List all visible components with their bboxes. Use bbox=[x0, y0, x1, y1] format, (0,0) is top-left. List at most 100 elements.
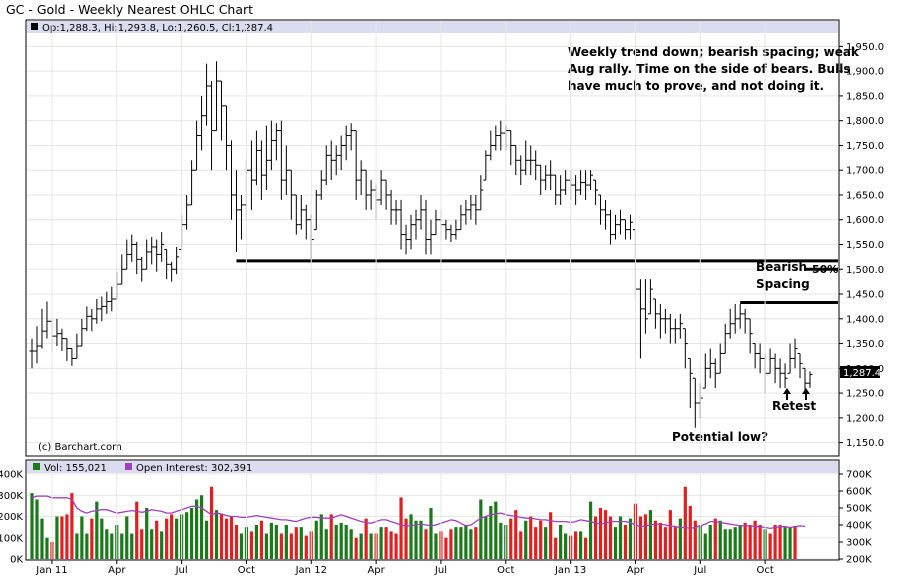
ohlc-bar bbox=[398, 199, 404, 250]
ohlc-bar bbox=[119, 254, 125, 285]
volume-bar bbox=[379, 527, 383, 559]
volume-bar bbox=[434, 533, 438, 559]
volume-bar bbox=[464, 525, 468, 559]
ohlc-bar bbox=[732, 303, 738, 334]
volume-bar bbox=[623, 525, 628, 559]
price-tick-label: 1,900.0 bbox=[846, 67, 884, 78]
price-tick-label: 1,400.0 bbox=[846, 314, 884, 325]
volume-bar bbox=[708, 525, 712, 559]
oi-legend-swatch bbox=[125, 463, 132, 470]
volume-bar bbox=[668, 510, 672, 559]
x-tick-label: Oct bbox=[756, 565, 773, 576]
x-tick-label: Oct bbox=[238, 565, 255, 576]
ohlc-bar bbox=[144, 239, 150, 270]
ohlc-bar bbox=[622, 219, 628, 240]
ohlc-bar bbox=[109, 286, 115, 312]
ohlc-bar bbox=[787, 343, 793, 374]
volume-bar bbox=[60, 516, 64, 559]
ohlc-bar bbox=[418, 194, 424, 230]
volume-bar bbox=[489, 505, 493, 559]
oi-tick-label: 500K bbox=[846, 504, 872, 515]
ohlc-bar bbox=[318, 170, 324, 200]
x-tick-label: Jan 12 bbox=[295, 565, 327, 576]
oi-tick-label: 700K bbox=[846, 470, 872, 481]
volume-bar bbox=[683, 486, 687, 559]
x-tick-label: Jan 11 bbox=[35, 565, 67, 576]
ohlc-bar bbox=[558, 175, 564, 205]
volume-bar bbox=[209, 486, 214, 559]
ohlc-bar bbox=[553, 174, 559, 205]
volume-y-axis: 0K 100K 200K 300K 400K bbox=[0, 470, 23, 566]
ohlc-bar bbox=[104, 291, 110, 314]
ohlc-bar bbox=[448, 224, 454, 243]
volume-bar bbox=[564, 533, 568, 559]
x-tick-label: Oct bbox=[497, 565, 514, 576]
ohlc-bar bbox=[508, 130, 514, 166]
volume-bar bbox=[214, 510, 219, 559]
volume-bar bbox=[783, 527, 787, 559]
volume-bar bbox=[30, 493, 34, 559]
retest-arrow-icon bbox=[802, 388, 810, 400]
volume-bar bbox=[578, 531, 583, 559]
volume-bar bbox=[229, 516, 234, 559]
volume-bar bbox=[598, 508, 603, 559]
volume-bar bbox=[618, 516, 623, 559]
volume-bar bbox=[544, 527, 548, 559]
volume-bar bbox=[688, 505, 692, 559]
ohlc-bar bbox=[214, 61, 220, 132]
ohlc-bar bbox=[578, 170, 584, 195]
ohlc-bar bbox=[99, 296, 105, 322]
x-tick-label: Jan 13 bbox=[554, 565, 586, 576]
price-tick-label: 1,750.0 bbox=[846, 141, 884, 152]
volume-bar bbox=[419, 520, 423, 559]
volume-bar bbox=[429, 508, 433, 559]
volume-bar bbox=[45, 537, 49, 559]
volume-bar bbox=[613, 527, 618, 559]
volume-bar bbox=[90, 518, 94, 559]
price-tick-label: 1,350.0 bbox=[846, 339, 884, 350]
price-tick-label: 1,700.0 bbox=[846, 166, 884, 177]
ohlc-bar bbox=[488, 130, 494, 161]
ohlc-bar bbox=[533, 150, 539, 181]
ohlc-bar bbox=[627, 214, 633, 240]
volume-bar bbox=[304, 535, 308, 559]
ohlc-bar bbox=[737, 303, 743, 329]
ohlc-bar bbox=[378, 170, 384, 205]
volume-bar bbox=[559, 525, 563, 559]
ohlc-bar bbox=[513, 144, 519, 176]
ohlc-bar bbox=[288, 169, 294, 220]
volume-bar bbox=[40, 518, 44, 559]
ohlc-bar bbox=[742, 308, 748, 334]
ohlc-bar bbox=[493, 125, 499, 151]
ohlc-bar bbox=[224, 105, 229, 171]
ohlc-bar bbox=[802, 367, 808, 391]
ohlc-bar bbox=[238, 194, 244, 240]
volume-bar bbox=[424, 529, 428, 559]
price-tick-label: 1,850.0 bbox=[846, 91, 884, 102]
volume-bar bbox=[145, 508, 149, 559]
volume-bar bbox=[658, 522, 662, 559]
ohlc-bar bbox=[652, 298, 658, 329]
volume-bar bbox=[150, 529, 154, 559]
volume-bar bbox=[259, 520, 264, 559]
volume-bar bbox=[85, 533, 89, 559]
volume-bar bbox=[469, 529, 473, 559]
ohlc-bar bbox=[483, 150, 489, 181]
ohlc-bar bbox=[64, 338, 70, 361]
price-tick-label: 1,250.0 bbox=[846, 389, 884, 400]
volume-bar bbox=[170, 514, 174, 559]
ohlc-bar bbox=[603, 199, 609, 230]
volume-bar bbox=[349, 529, 353, 559]
ohlc-bar bbox=[258, 140, 264, 200]
ohlc-bar bbox=[313, 190, 319, 231]
volume-bar bbox=[778, 525, 782, 559]
ohlc-bar bbox=[702, 353, 708, 389]
volume-bar bbox=[224, 518, 229, 559]
volume-bar bbox=[574, 531, 578, 559]
volume-bar bbox=[110, 533, 114, 559]
volume-bar bbox=[100, 518, 104, 559]
volume-bar bbox=[673, 527, 677, 559]
ohlc-bar bbox=[393, 199, 399, 225]
volume-bar bbox=[319, 514, 323, 559]
